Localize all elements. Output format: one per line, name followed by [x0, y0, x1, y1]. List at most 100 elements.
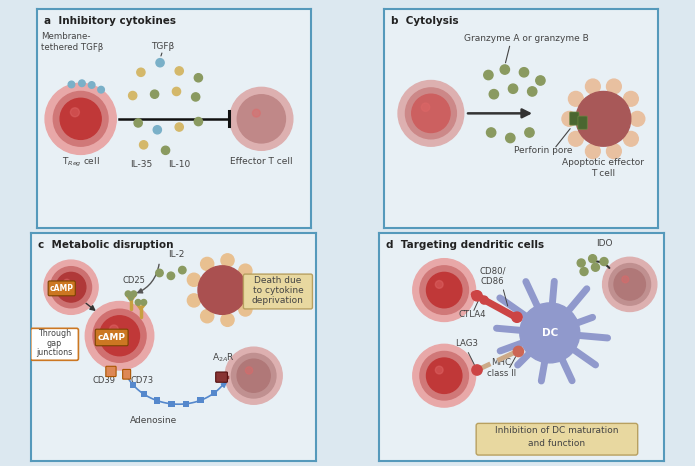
Circle shape [237, 359, 270, 392]
Circle shape [484, 70, 493, 80]
Circle shape [237, 95, 286, 143]
Circle shape [44, 260, 98, 315]
Circle shape [607, 79, 621, 94]
Circle shape [131, 291, 137, 297]
Text: IL-2: IL-2 [168, 250, 185, 259]
Text: cAMP: cAMP [98, 333, 126, 342]
Text: MHC
class II: MHC class II [486, 358, 516, 378]
Circle shape [129, 91, 137, 100]
Circle shape [427, 358, 462, 393]
Text: Inhibition of DC maturation: Inhibition of DC maturation [495, 426, 619, 435]
Circle shape [167, 272, 174, 280]
Circle shape [506, 133, 515, 143]
Text: to cytokine: to cytokine [252, 286, 303, 295]
FancyBboxPatch shape [476, 424, 638, 455]
Text: IL-35: IL-35 [130, 160, 152, 169]
FancyBboxPatch shape [95, 329, 128, 346]
Text: CD25: CD25 [122, 276, 145, 285]
FancyBboxPatch shape [570, 112, 579, 125]
Text: Perforin pore: Perforin pore [514, 146, 573, 155]
Text: a  Inhibitory cytokines: a Inhibitory cytokines [44, 16, 176, 26]
Text: Membrane-: Membrane- [41, 33, 90, 41]
Circle shape [413, 344, 475, 407]
FancyBboxPatch shape [106, 366, 116, 377]
Circle shape [239, 264, 252, 277]
Text: junctions: junctions [36, 348, 73, 357]
Circle shape [600, 258, 608, 266]
Circle shape [607, 144, 621, 158]
Circle shape [520, 303, 580, 363]
Text: LAG3: LAG3 [456, 339, 479, 348]
Circle shape [134, 119, 142, 127]
Circle shape [512, 312, 522, 322]
Circle shape [525, 128, 534, 137]
Text: Granzyme A or granzyme B: Granzyme A or granzyme B [464, 34, 589, 43]
Circle shape [60, 98, 101, 139]
FancyBboxPatch shape [197, 397, 204, 404]
FancyBboxPatch shape [154, 397, 161, 404]
FancyBboxPatch shape [141, 391, 147, 397]
Text: CTLA4: CTLA4 [459, 310, 486, 319]
FancyBboxPatch shape [130, 382, 136, 388]
Circle shape [230, 87, 293, 151]
Circle shape [195, 74, 202, 82]
Circle shape [129, 295, 133, 300]
Circle shape [514, 346, 523, 356]
Circle shape [201, 309, 214, 323]
Circle shape [580, 267, 588, 275]
Text: TGFβ: TGFβ [152, 42, 174, 51]
Circle shape [98, 86, 104, 93]
Circle shape [536, 76, 545, 85]
Circle shape [221, 313, 234, 326]
Circle shape [45, 83, 116, 154]
Circle shape [137, 68, 145, 76]
Text: CD39: CD39 [92, 376, 115, 385]
Circle shape [420, 266, 468, 315]
Circle shape [179, 267, 186, 274]
Circle shape [63, 279, 70, 286]
Text: cAMP: cAMP [50, 284, 74, 293]
Circle shape [252, 109, 261, 117]
Circle shape [585, 144, 600, 158]
Circle shape [472, 365, 482, 375]
Text: d  Targeting dendritic cells: d Targeting dendritic cells [386, 240, 543, 250]
FancyBboxPatch shape [168, 401, 174, 407]
Circle shape [486, 128, 496, 137]
FancyBboxPatch shape [243, 274, 313, 309]
Circle shape [489, 89, 498, 99]
Circle shape [99, 316, 140, 356]
Circle shape [221, 254, 234, 267]
Text: Adenosine: Adenosine [130, 416, 177, 425]
Circle shape [609, 264, 651, 305]
Text: IDO: IDO [596, 239, 612, 248]
Text: Death due: Death due [254, 276, 302, 285]
FancyBboxPatch shape [578, 116, 587, 129]
Circle shape [405, 88, 457, 139]
Circle shape [151, 90, 158, 98]
Circle shape [88, 82, 95, 88]
Circle shape [68, 81, 75, 88]
FancyBboxPatch shape [122, 370, 131, 379]
Circle shape [231, 353, 276, 398]
Circle shape [246, 283, 259, 297]
Circle shape [201, 257, 214, 271]
FancyBboxPatch shape [183, 401, 190, 407]
Circle shape [175, 123, 183, 131]
Circle shape [623, 91, 638, 106]
Circle shape [79, 80, 85, 87]
Circle shape [591, 263, 600, 271]
Circle shape [195, 117, 202, 126]
Circle shape [614, 269, 646, 300]
Circle shape [156, 269, 163, 277]
Text: gap: gap [47, 339, 63, 348]
Circle shape [413, 259, 475, 322]
Circle shape [585, 79, 600, 94]
Circle shape [192, 93, 199, 101]
Text: CD80/
CD86: CD80/ CD86 [480, 267, 506, 287]
Circle shape [70, 108, 79, 117]
Circle shape [500, 65, 509, 74]
Text: b  Cytolysis: b Cytolysis [391, 16, 459, 26]
Text: deprivation: deprivation [252, 296, 304, 305]
FancyBboxPatch shape [31, 329, 79, 360]
Circle shape [125, 291, 131, 297]
